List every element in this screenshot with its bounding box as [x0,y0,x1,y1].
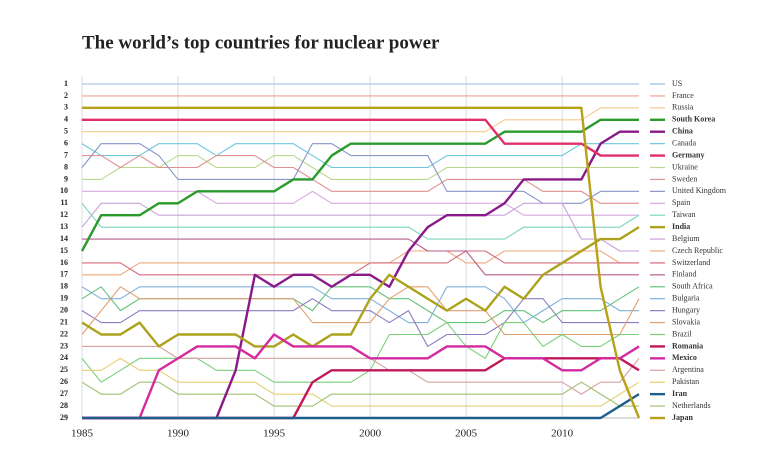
legend-label: Hungary [672,305,700,314]
legend-label: Iran [672,389,688,398]
x-tick-label: 1990 [167,428,190,440]
y-tick-label: 10 [60,186,68,195]
series-line [82,333,640,420]
legend-label: Sweden [672,174,697,183]
series-line [82,190,639,216]
y-tick-label: 22 [60,329,68,338]
y-tick-label: 5 [64,127,68,136]
legend-label: China [672,127,693,136]
y-tick-label: 23 [60,341,68,350]
legend-label: Germany [672,150,704,159]
series-line [80,118,639,252]
y-tick-label: 27 [60,389,68,398]
y-tick-label: 18 [60,282,68,291]
series-line [82,357,640,407]
y-tick-label: 2 [64,91,68,100]
series-line [81,322,639,383]
y-tick-label: 14 [60,234,68,243]
legend-label: Pakistan [672,377,699,386]
series-line [82,107,639,133]
series-line [82,250,639,276]
legend-label: US [672,79,682,88]
series-line [82,155,639,180]
y-tick-label: 29 [60,413,68,422]
y-tick-label: 19 [60,294,68,303]
legend-label: Switzerland [672,258,710,267]
y-tick-label: 7 [64,150,68,159]
series-line [82,250,639,276]
series-line [82,106,641,419]
series-line [82,155,639,204]
legend-label: Japan [672,413,693,422]
legend-label: Canada [672,138,696,147]
x-tick-label: 2010 [551,428,574,440]
legend-label: Belgium [672,234,700,243]
legend-label: Taiwan [672,210,695,219]
series-line [82,345,640,395]
legend-label: Romania [672,341,703,350]
y-tick-label: 26 [60,377,68,386]
y-tick-label: 11 [60,198,68,207]
legend-label: Czech Republic [672,246,723,255]
legend-label: France [672,91,694,100]
series-line [81,226,640,348]
y-tick-label: 25 [60,365,68,374]
y-tick-label: 21 [60,317,68,326]
y-tick-label: 28 [60,401,68,410]
series-line [81,143,639,169]
series-line [81,202,639,252]
y-tick-label: 4 [64,115,68,124]
series-line [81,143,639,204]
y-tick-label: 24 [60,353,68,362]
legend-label: South Africa [672,282,713,291]
y-tick-label: 9 [64,174,68,183]
legend-label: Brazil [672,329,692,338]
series-line [81,381,639,407]
legend-label: Russia [672,103,694,112]
legend-label: Slovakia [672,317,700,326]
series-line [81,202,640,240]
series-line [82,393,640,420]
y-tick-label: 15 [60,246,68,255]
y-tick-label: 8 [64,162,68,171]
legend-label: Mexico [672,353,697,362]
y-tick-label: 12 [60,210,68,219]
legend-label: United Kingdom [672,186,727,195]
legend-label: Netherlands [672,401,711,410]
series-line [82,238,639,276]
y-tick-label: 1 [64,79,68,88]
series-line [81,286,639,324]
y-tick-label: 6 [64,138,68,147]
x-tick-label: 1995 [263,428,286,440]
legend-label: Ukraine [672,162,698,171]
legend-label: India [672,222,690,231]
legend-label: Argentina [672,365,704,374]
y-tick-label: 17 [60,270,68,279]
series-line [82,118,639,157]
legend-label: Bulgaria [672,294,700,303]
series-line [81,286,640,336]
chart-title: The world’s top countries for nuclear po… [82,32,440,53]
legend-label: Spain [672,198,690,207]
x-tick-label: 1985 [71,428,94,440]
x-tick-label: 2005 [455,428,478,440]
legend-label: South Korea [672,115,715,124]
series-line [81,298,639,347]
x-tick-label: 2000 [359,428,382,440]
y-tick-label: 13 [60,222,68,231]
y-tick-label: 16 [60,258,68,267]
legend-label: Finland [672,270,696,279]
y-tick-label: 20 [60,305,68,314]
y-tick-label: 3 [64,103,68,112]
